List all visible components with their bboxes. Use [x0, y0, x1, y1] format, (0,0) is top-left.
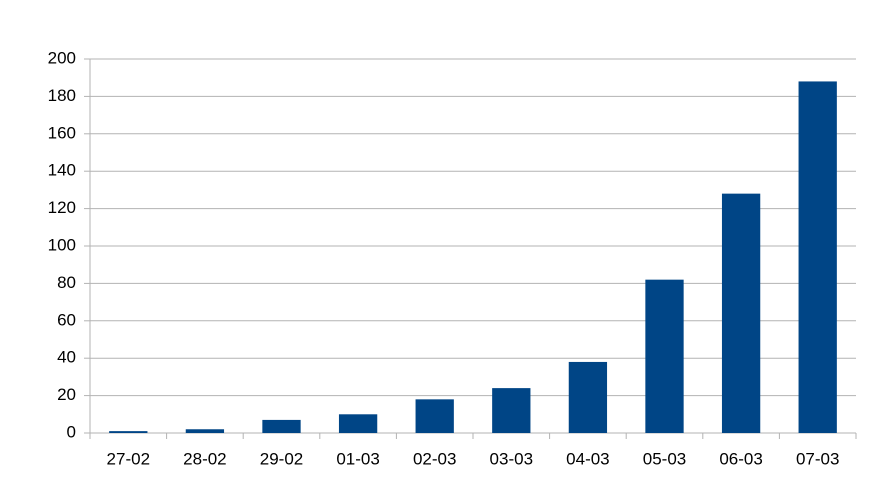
bar: [568, 361, 608, 433]
y-tick-label: 40: [57, 348, 76, 367]
bar: [338, 414, 378, 433]
bar: [109, 431, 148, 433]
y-tick-label: 80: [57, 273, 76, 292]
bar: [492, 388, 531, 433]
x-tick-label: 07-03: [796, 449, 839, 468]
bar: [645, 279, 684, 433]
y-tick-label: 200: [48, 48, 76, 67]
x-tick-label: 29-02: [260, 449, 303, 468]
bar: [721, 193, 761, 433]
bar: [185, 429, 225, 433]
y-tick-label: 160: [48, 123, 76, 142]
x-tick-label: 01-03: [336, 449, 379, 468]
y-tick-label: 60: [57, 310, 76, 329]
x-tick-label: 04-03: [566, 449, 609, 468]
x-tick-label: 27-02: [107, 449, 150, 468]
x-tick-label: 06-03: [719, 449, 762, 468]
x-tick-label: 03-03: [490, 449, 533, 468]
y-tick-label: 120: [48, 198, 76, 217]
bar: [798, 81, 837, 433]
bar: [415, 399, 454, 433]
x-tick-label: 02-03: [413, 449, 456, 468]
y-tick-label: 20: [57, 385, 76, 404]
x-tick-label: 05-03: [643, 449, 686, 468]
y-tick-label: 180: [48, 86, 76, 105]
y-tick-label: 0: [67, 422, 76, 441]
y-tick-label: 140: [48, 161, 76, 180]
bar: [262, 419, 301, 433]
y-tick-label: 100: [48, 235, 76, 254]
x-tick-label: 28-02: [183, 449, 226, 468]
